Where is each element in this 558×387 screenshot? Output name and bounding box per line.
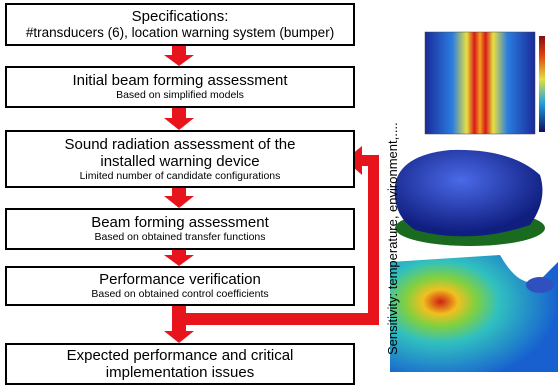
- step-box: Specifications: #transducers (6), locati…: [5, 3, 355, 46]
- step-title: Performance verification: [7, 271, 353, 288]
- step-subtitle: Based on obtained transfer functions: [7, 231, 353, 244]
- diagram: Specifications: #transducers (6), locati…: [0, 0, 558, 387]
- step-box: Performance verification Based on obtain…: [5, 266, 355, 306]
- step-box: Beam forming assessment Based on obtaine…: [5, 208, 355, 250]
- step-title: Expected performance and critical implem…: [7, 347, 353, 381]
- step-title: Sound radiation assessment of the instal…: [7, 136, 353, 170]
- step-title: Beam forming assessment: [7, 214, 353, 231]
- step-title: Specifications:: [7, 8, 353, 25]
- feedback-label: Sensitivity: temperature, environment,..…: [385, 122, 400, 355]
- step-subtitle: #transducers (6), location warning syste…: [7, 25, 353, 41]
- step-subtitle: Based on obtained control coefficients: [7, 288, 353, 301]
- step-subtitle: Based on simplified models: [7, 89, 353, 102]
- graphics: [0, 0, 558, 387]
- step-box: Initial beam forming assessment Based on…: [5, 66, 355, 108]
- step-subtitle: Limited number of candidate configuratio…: [7, 170, 353, 183]
- step-box: Expected performance and critical implem…: [5, 343, 355, 385]
- step-box: Sound radiation assessment of the instal…: [5, 130, 355, 188]
- step-title: Initial beam forming assessment: [7, 72, 353, 89]
